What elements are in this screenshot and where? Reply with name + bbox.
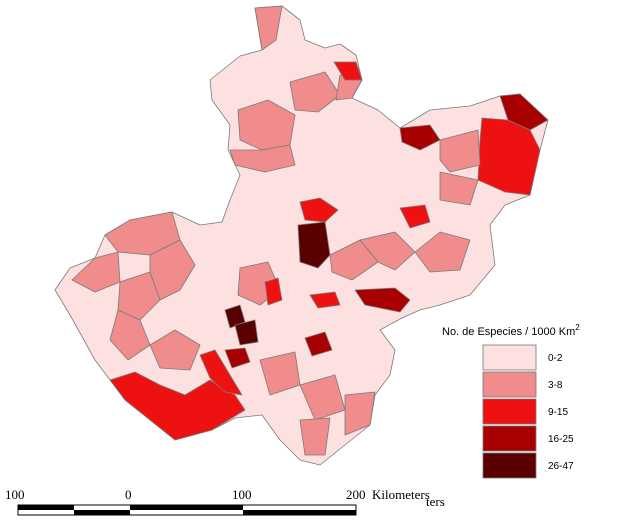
- scale-tick-label-100: 100: [232, 487, 252, 502]
- region-central-3: [414, 231, 471, 273]
- region-north-1: [254, 5, 283, 51]
- region-southwest-coast: [109, 371, 246, 441]
- region-north-4: [289, 71, 341, 113]
- region-south-4: [299, 417, 331, 456]
- scale-unit-label: Kilometers: [372, 487, 430, 502]
- legend-swatch: [482, 425, 537, 452]
- legend-swatch: [482, 371, 537, 398]
- region-central-2: [359, 231, 416, 271]
- region-south-dark-2: [304, 331, 333, 357]
- scale-bar-segment-3: [130, 505, 243, 510]
- region-central-red-2: [399, 204, 431, 229]
- region-south-coast-2: [199, 349, 243, 396]
- region-west-dark-1: [224, 304, 246, 329]
- region-northeast-2: [499, 93, 549, 131]
- region-west-6: [149, 329, 201, 371]
- legend-label: 26-47: [548, 461, 574, 472]
- region-west-3: [117, 271, 161, 321]
- scale-bar-segment-1: [18, 505, 74, 510]
- region-central-1: [329, 239, 379, 281]
- scale-tick-label-200: 200: [346, 487, 366, 502]
- region-south-dark-1: [224, 347, 251, 369]
- region-central-red-3: [264, 277, 283, 306]
- legend-swatch: [482, 398, 537, 425]
- scale-tick-label-100-left: 100: [5, 487, 25, 502]
- legend-title: No. de Especies / 1000 Km2: [442, 323, 580, 338]
- scale-bar-segment-2: [74, 510, 130, 515]
- legend-label: 9-15: [548, 407, 568, 418]
- region-north-6: [333, 61, 363, 81]
- municipality-regions: [54, 5, 549, 466]
- scale-bar: 100 0 100 200 Kilometers ters: [5, 487, 445, 516]
- region-northeast-1: [399, 124, 441, 151]
- region-west-4: [109, 309, 151, 361]
- region-central-red-1: [299, 197, 339, 223]
- scale-unit-overlap: ters: [426, 494, 445, 509]
- legend-swatch: [482, 344, 537, 371]
- legend-swatch: [482, 452, 537, 479]
- region-central-dark-1: [354, 287, 411, 313]
- region-northeast-4: [439, 129, 481, 173]
- legend-label: 3-8: [548, 380, 563, 391]
- region-central-darkest: [297, 221, 331, 269]
- legend: No. de Especies / 1000 Km2 0-2 3-8 9-15 16-…: [442, 323, 580, 479]
- scale-tick-label-0: 0: [125, 487, 132, 502]
- region-west-2: [71, 251, 121, 293]
- legend-label: 0-2: [548, 353, 563, 364]
- scale-bar-segment-4: [243, 510, 356, 515]
- region-north-3: [229, 144, 296, 173]
- region-south-3: [344, 391, 376, 436]
- region-west-5: [149, 239, 196, 301]
- region-northeast-5: [439, 171, 479, 206]
- region-west-dark-2: [234, 319, 259, 346]
- region-central-red-4: [309, 291, 341, 309]
- legend-label: 16-25: [548, 434, 574, 445]
